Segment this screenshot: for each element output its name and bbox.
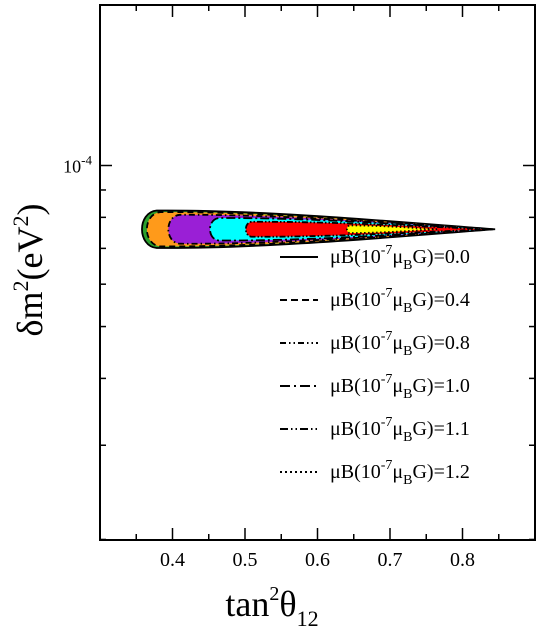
x-tick-label: 0.6 [305, 549, 330, 571]
x-tick-label: 0.8 [450, 549, 475, 571]
contour-regions [141, 209, 496, 249]
legend-label: μB(10-7μBG)=0.4 [330, 286, 470, 316]
plot-area [99, 4, 536, 541]
x-tick-label: 0.7 [378, 549, 403, 571]
y-tick-label: 10-4 [63, 153, 92, 177]
x-tick-label: 0.4 [160, 549, 185, 571]
plot-frame [99, 4, 536, 541]
y-axis: 10-4 [63, 153, 535, 541]
y-axis-label: δm2(eV2) [8, 204, 50, 337]
x-tick-label: 0.5 [233, 549, 258, 571]
legend-label: μB(10-7μBG)=0.0 [330, 243, 470, 273]
legend: μB(10-7μBG)=0.0 μB(10-7μBG)=0.4 μB(10-7μBG… [280, 243, 470, 488]
legend-label: μB(10-7μBG)=0.8 [330, 329, 470, 359]
contour-region-1-2 [346, 224, 438, 234]
legend-label: μB(10-7μBG)=1.1 [330, 415, 470, 445]
legend-label: μB(10-7μBG)=1.2 [330, 458, 470, 488]
legend-label: μB(10-7μBG)=1.0 [330, 372, 470, 402]
x-axis-label: tan2θ12 [225, 583, 318, 629]
x-axis: 0.4 0.5 0.6 0.7 0.8 [135, 5, 500, 571]
